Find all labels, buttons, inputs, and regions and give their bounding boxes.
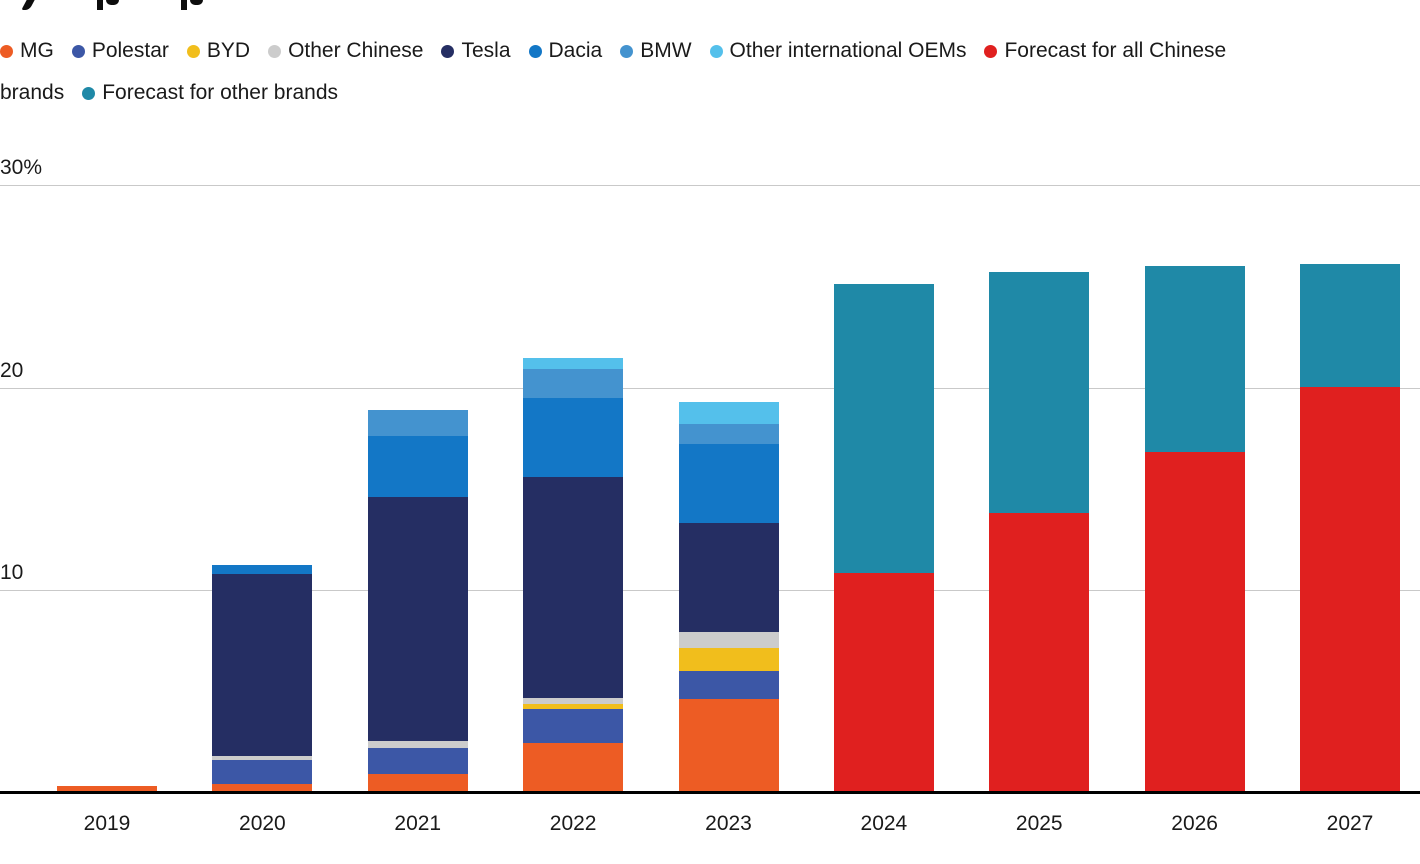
x-axis-label-2020: 2020	[239, 812, 286, 835]
legend-item-tesla: Tesla	[441, 39, 511, 62]
legend-item-bmw: BMW	[620, 39, 692, 62]
legend-item-other-chinese: Other Chinese	[268, 39, 423, 62]
segment-polestar-2023	[678, 670, 779, 699]
bar-2026	[1144, 265, 1245, 792]
segment-dacia-2023	[678, 444, 779, 523]
polestar-legend-dot-icon	[71, 45, 85, 58]
bars-container	[57, 92, 1400, 792]
segment-other-chinese-2020	[212, 755, 313, 760]
segment-tesla-2023	[678, 522, 779, 633]
bar-2024	[833, 284, 934, 792]
segment-tesla-2021	[367, 496, 468, 742]
x-axis-label-2019: 2019	[83, 812, 131, 835]
legend-item-forecast-for-other-brands: Forecast for other brands	[82, 81, 338, 104]
chart-legend: MG Polestar BYD Other Chinese Tesla Dacia BMW O…	[0, 30, 1265, 114]
legend-item-dacia: Dacia	[528, 39, 602, 62]
segment-mg-2023	[678, 698, 779, 792]
segment-other-chinese-2021	[367, 741, 468, 748]
segment-forecast-for-other-brands-2024	[833, 284, 934, 574]
y-axis-tick-30: 30%	[0, 156, 43, 179]
segment-forecast-for-other-brands-2027	[1300, 263, 1400, 388]
segment-forecast-for-all-chinese-brands-2025	[989, 512, 1090, 792]
gridline-20	[0, 388, 1420, 389]
segment-dacia-2022	[523, 397, 624, 478]
bar-2020	[212, 565, 313, 792]
legend-item-byd: BYD	[186, 39, 250, 62]
tesla-legend-dot-icon	[441, 45, 455, 58]
segment-dacia-2021	[367, 435, 468, 497]
segment-byd-2023	[678, 648, 779, 671]
cropped-title-fragment	[0, 0, 320, 12]
segment-tesla-2020	[212, 573, 313, 756]
segment-tesla-2022	[523, 477, 624, 698]
segment-other-international-oems-2023	[678, 401, 779, 424]
forecast-for-other-brands-legend-dot-icon	[82, 87, 96, 100]
byd-legend-dot-icon	[186, 45, 200, 58]
bar-2022	[523, 358, 624, 792]
title-letter-fragment	[181, 0, 187, 10]
y-axis-tick-20: 20	[0, 359, 24, 382]
legend-item-mg: MG	[0, 39, 54, 62]
segment-other-chinese-2022	[523, 697, 624, 705]
segment-forecast-for-other-brands-2025	[989, 272, 1090, 513]
other-chinese-legend-dot-icon	[268, 45, 282, 58]
x-axis-label-2025: 2025	[1015, 812, 1063, 835]
bar-2025	[989, 272, 1090, 792]
x-axis-label-2024: 2024	[860, 812, 908, 835]
bar-2023	[678, 401, 779, 792]
bar-2019	[57, 785, 157, 792]
y-axis-tick-10: 10	[0, 561, 24, 584]
segment-polestar-2020	[212, 759, 313, 784]
legend-item-forecast-for-all-chinese-brands: Forecast for all Chinese brands	[0, 39, 1227, 104]
legend-item-other-international-oems: Other international OEMs	[709, 39, 966, 62]
title-letter-fragment	[97, 0, 103, 10]
segment-bmw-2022	[523, 369, 624, 398]
segment-mg-2020	[212, 783, 313, 792]
segment-polestar-2021	[367, 747, 468, 774]
bar-2027	[1300, 263, 1400, 792]
mg-legend-dot-icon	[0, 45, 13, 58]
dacia-legend-dot-icon	[528, 45, 542, 58]
legend-item-polestar: Polestar	[71, 39, 169, 62]
x-axis-label-2022: 2022	[549, 812, 597, 835]
title-letter-fragment	[106, 0, 119, 5]
bar-2021	[367, 409, 468, 792]
forecast-for-all-chinese-brands-legend-dot-icon	[984, 45, 998, 58]
segment-mg-2022	[523, 743, 624, 792]
x-axis-label-2021: 2021	[394, 812, 442, 835]
gridline-30	[0, 185, 1420, 186]
segment-other-chinese-2023	[678, 632, 779, 649]
segment-bmw-2023	[678, 423, 779, 445]
segment-forecast-for-all-chinese-brands-2024	[833, 573, 934, 792]
x-axis-label-2027: 2027	[1326, 812, 1374, 835]
segment-forecast-for-other-brands-2026	[1144, 265, 1245, 453]
segment-byd-2022	[523, 704, 624, 710]
segment-mg-2019	[57, 785, 157, 792]
x-axis-label-2026: 2026	[1171, 812, 1218, 835]
bmw-legend-dot-icon	[620, 45, 634, 58]
other-international-oems-legend-dot-icon	[709, 45, 723, 58]
title-letter-fragment	[190, 0, 203, 5]
segment-forecast-for-all-chinese-brands-2027	[1300, 387, 1400, 792]
x-axis-labels: 2019 2020 2021 2022 2023 2024 2025 2026 2027	[57, 812, 1400, 836]
segment-forecast-for-all-chinese-brands-2026	[1144, 452, 1245, 792]
segment-bmw-2021	[367, 409, 468, 436]
segment-other-international-oems-2022	[523, 358, 624, 370]
x-axis-label-2023: 2023	[705, 812, 752, 835]
segment-mg-2021	[367, 773, 468, 792]
segment-dacia-2020	[212, 565, 313, 574]
segment-polestar-2022	[523, 709, 624, 744]
x-axis-line	[0, 791, 1420, 794]
